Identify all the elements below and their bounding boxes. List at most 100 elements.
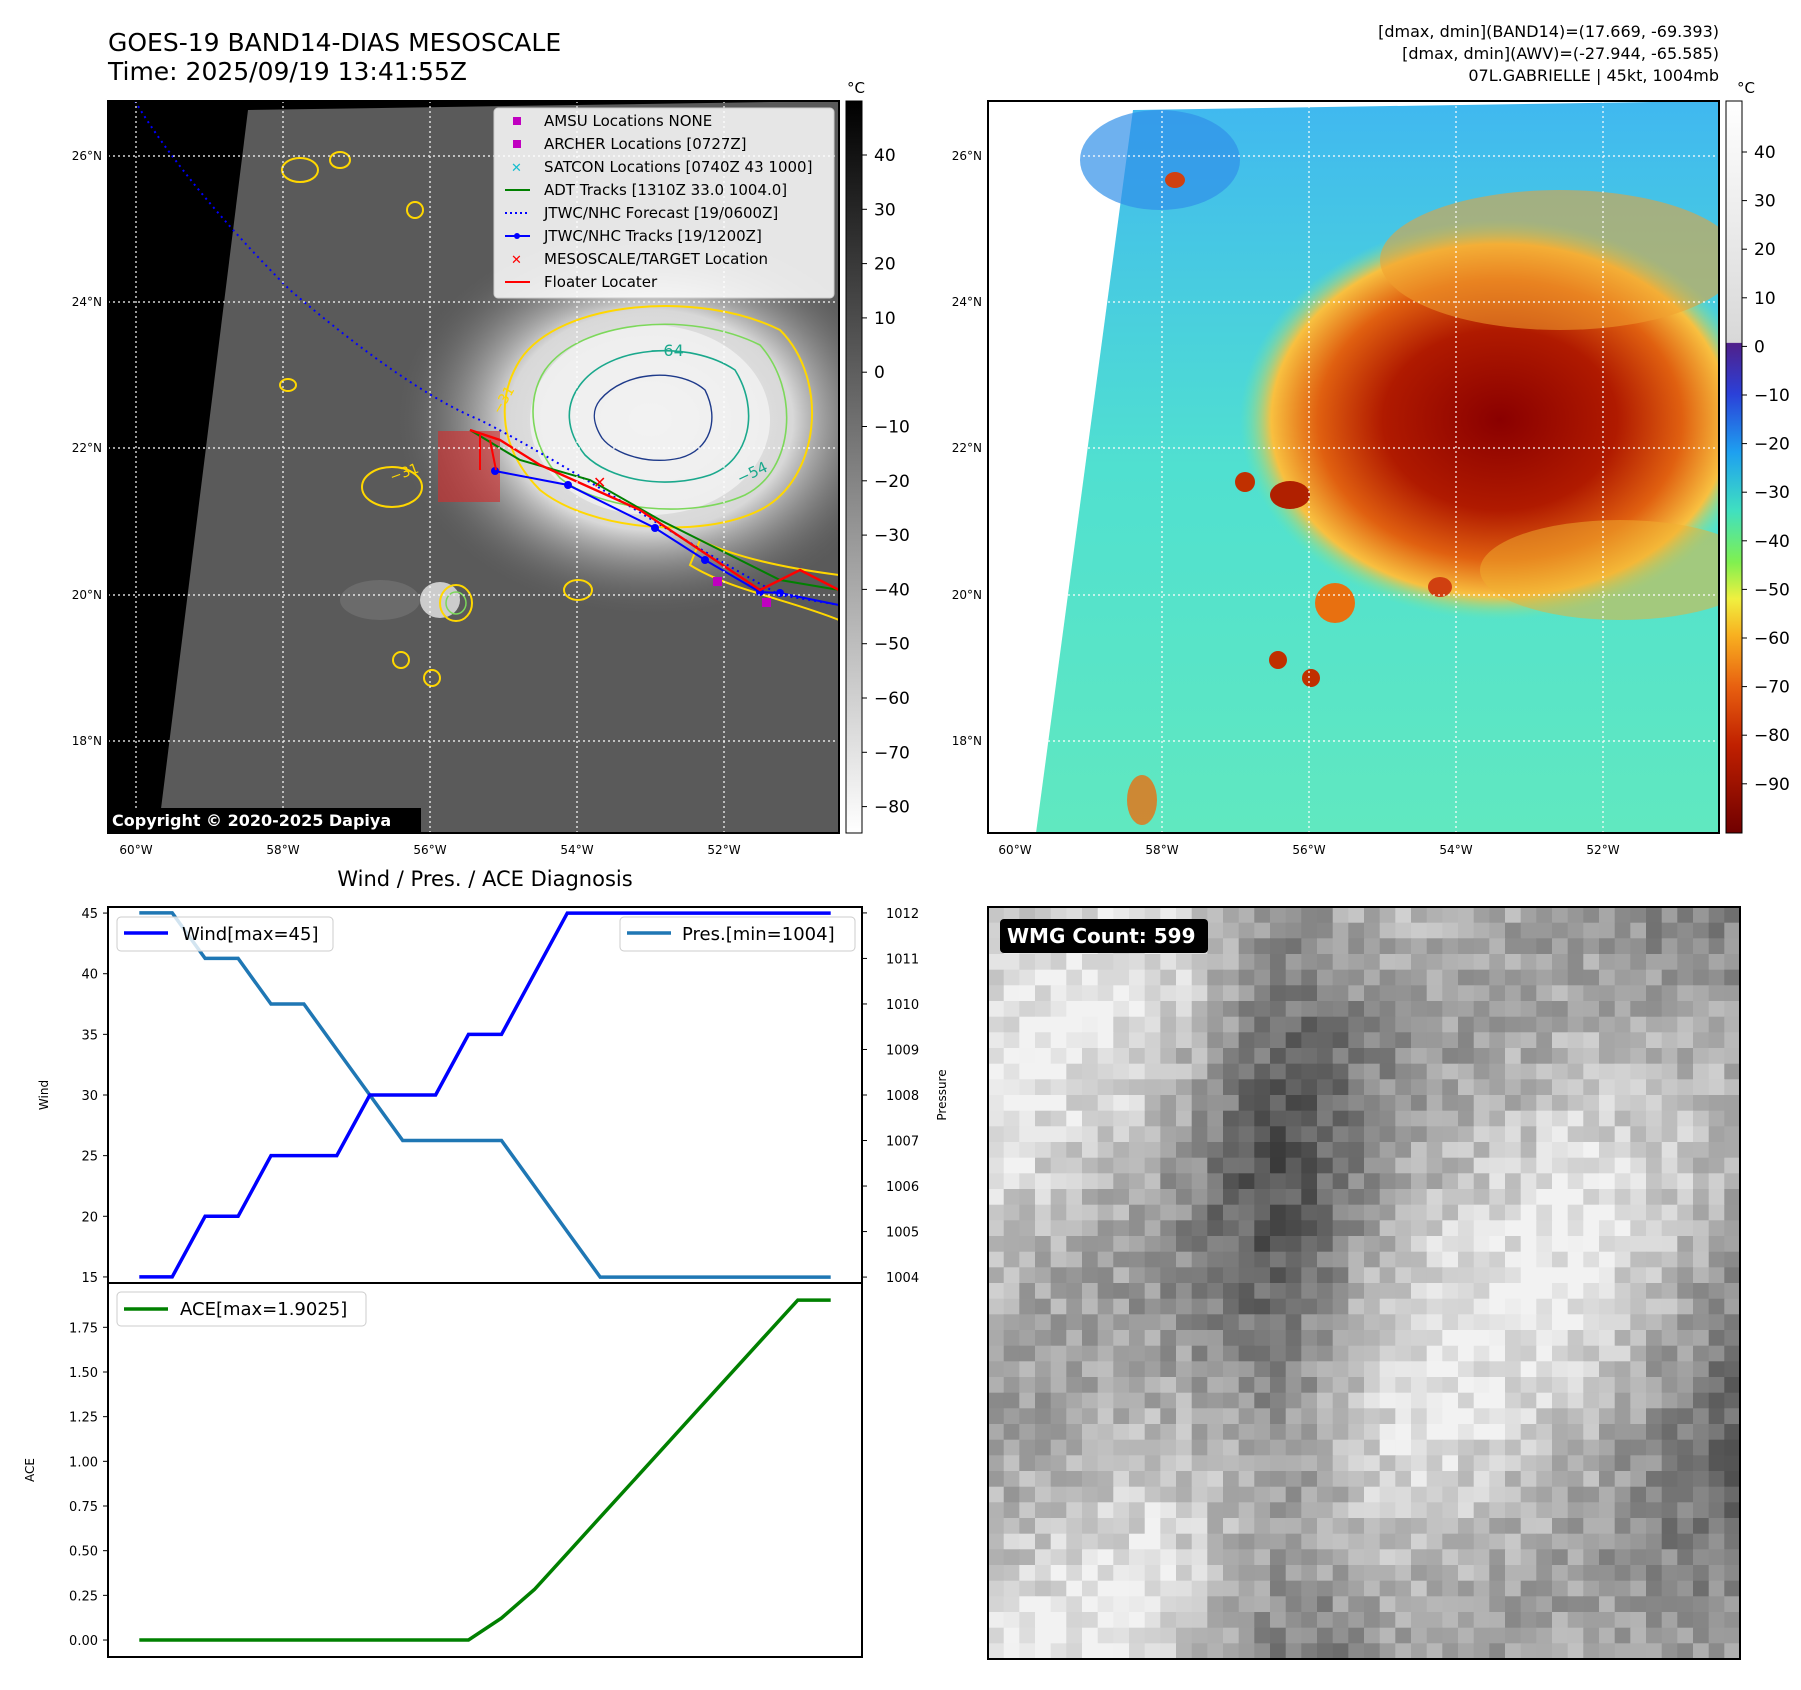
gray-colorbar-tick: −70 xyxy=(874,743,910,763)
legend-jtwc-tracks: JTWC/NHC Tracks [19/1200Z] xyxy=(543,227,762,245)
color-colorbar: °C 40 30 20 10 0 −10 −20 −30 −40 −50 −60 −70 −80 −90 xyxy=(1725,79,1790,834)
svg-text:✕: ✕ xyxy=(511,161,522,176)
wind-tick-label: 20 xyxy=(81,1210,98,1225)
gray-colorbar-tick: 30 xyxy=(874,200,896,220)
color-colorbar-tick: 20 xyxy=(1754,240,1776,260)
wmg-count-box xyxy=(1000,919,1208,953)
legend-archer: ARCHER Locations [0727Z] xyxy=(544,135,747,153)
wmg-count-label: WMG Count: 599 xyxy=(1007,924,1196,948)
svg-text:60°W: 60°W xyxy=(119,843,152,857)
copyright-text: Copyright © 2020-2025 Dapiya xyxy=(112,811,391,830)
color-colorbar-tick: −20 xyxy=(1754,435,1790,455)
color-colorbar-tick: −60 xyxy=(1754,629,1790,649)
color-colorbar-tick: 30 xyxy=(1754,192,1776,212)
color-colorbar-tick: −70 xyxy=(1754,678,1790,698)
gray-colorbar-tick: −40 xyxy=(874,580,910,600)
gray-colorbar: °C 40 30 20 10 0 −10 −20 −30 −40 −50 −60 −70 −80 xyxy=(845,79,910,834)
pressure-tick-label: 1010 xyxy=(886,998,919,1013)
svg-text:52°W: 52°W xyxy=(1586,843,1619,857)
gray-colorbar-tick: 40 xyxy=(874,146,896,166)
wind-tick-label: 45 xyxy=(81,907,98,922)
svg-text:20°N: 20°N xyxy=(952,588,982,602)
floater-locater xyxy=(469,428,839,592)
jtwc-track-points xyxy=(491,467,784,597)
pressure-tick-label: 1005 xyxy=(886,1226,919,1241)
svg-text:24°N: 24°N xyxy=(72,295,102,309)
ace-tick-label: 0.00 xyxy=(69,1634,98,1649)
svg-text:56°W: 56°W xyxy=(413,843,446,857)
ir-gray-map: −64 −54 −31 −31 ✕ xyxy=(72,79,910,857)
svg-text:24°N: 24°N xyxy=(952,295,982,309)
figure-title: GOES-19 BAND14-DIAS MESOSCALE xyxy=(108,28,562,57)
ace-tick-label: 1.50 xyxy=(69,1366,98,1381)
pressure-axis-label: Pressure xyxy=(935,1069,949,1120)
gray-colorbar-tick: −10 xyxy=(874,418,910,438)
wind-axis-label: Wind xyxy=(37,1080,51,1110)
gray-colorbar-tick: −50 xyxy=(874,635,910,655)
ir-color-map: 60°W 58°W 56°W 54°W 52°W 26°N 24°N 22°N … xyxy=(952,79,1790,857)
map2-gridlines xyxy=(988,101,1719,833)
pressure-tick-label: 1008 xyxy=(886,1089,919,1104)
wind-tick-label: 30 xyxy=(81,1089,98,1104)
svg-text:18°N: 18°N xyxy=(72,734,102,748)
gray-colorbar-tick: −30 xyxy=(874,526,910,546)
contour-label-64: −64 xyxy=(650,341,684,360)
gray-colorbar-tick: −60 xyxy=(874,689,910,709)
figure-time: Time: 2025/09/19 13:41:55Z xyxy=(108,57,467,86)
legend-satcon: SATCON Locations [0740Z 43 1000] xyxy=(544,158,812,176)
legend-jtwc-forecast: JTWC/NHC Forecast [19/0600Z] xyxy=(543,204,778,222)
gray-colorbar-tick: 20 xyxy=(874,255,896,275)
target-marker: ✕ xyxy=(593,473,606,492)
pressure-tick-label: 1011 xyxy=(886,952,919,967)
legend-floater: Floater Locater xyxy=(544,273,658,291)
svg-text:56°W: 56°W xyxy=(1292,843,1325,857)
info-band14-range: [dmax, dmin](BAND14)=(17.669, -69.393) xyxy=(1378,22,1719,41)
svg-text:26°N: 26°N xyxy=(952,149,982,163)
legend-adt: ADT Tracks [1310Z 33.0 1004.0] xyxy=(544,181,787,199)
archer-location xyxy=(713,577,722,586)
wind-legend-label: Wind[max=45] xyxy=(182,924,319,945)
color-colorbar-tick: 0 xyxy=(1754,337,1765,357)
ace-tick-label: 0.25 xyxy=(69,1589,98,1604)
svg-text:20°N: 20°N xyxy=(72,588,102,602)
pressure-tick-label: 1004 xyxy=(886,1271,919,1286)
color-colorbar-tick: −50 xyxy=(1754,580,1790,600)
color-colorbar-tick: −40 xyxy=(1754,532,1790,552)
color-colorbar-tick: −30 xyxy=(1754,483,1790,503)
ace-legend-label: ACE[max=1.9025] xyxy=(180,1299,347,1320)
ace-tick-label: 1.00 xyxy=(69,1455,98,1470)
color-colorbar-tick: −90 xyxy=(1754,775,1790,795)
pressure-tick-label: 1009 xyxy=(886,1043,919,1058)
svg-text:26°N: 26°N xyxy=(72,149,102,163)
map1-axis-labels: 60°W 58°W 56°W 54°W 52°W 26°N 24°N 22°N … xyxy=(72,149,741,857)
color-colorbar-tick: 10 xyxy=(1754,289,1776,309)
svg-text:22°N: 22°N xyxy=(72,441,102,455)
ace-axis-label: ACE xyxy=(23,1458,37,1482)
wind-tick-label: 40 xyxy=(81,968,98,983)
pressure-tick-label: 1007 xyxy=(886,1135,919,1150)
pressure-tick-label: 1012 xyxy=(886,907,919,922)
ace-legend: ACE[max=1.9025] xyxy=(116,1291,367,1327)
wind-tick-label: 15 xyxy=(81,1271,98,1286)
svg-text:60°W: 60°W xyxy=(998,843,1031,857)
svg-text:58°W: 58°W xyxy=(1145,843,1178,857)
jtwc-forecast-track xyxy=(134,101,839,606)
map2-axis-labels: 60°W 58°W 56°W 54°W 52°W 26°N 24°N 22°N … xyxy=(952,149,1620,857)
archer-location-2 xyxy=(762,598,771,607)
diagnosis-title: Wind / Pres. / ACE Diagnosis xyxy=(337,867,632,891)
copyright-box xyxy=(108,808,421,832)
gray-colorbar-tick: 10 xyxy=(874,309,896,329)
pressure-legend: Pres.[min=1004] xyxy=(619,916,856,952)
svg-text:58°W: 58°W xyxy=(266,843,299,857)
ace-tick-label: 0.50 xyxy=(69,1545,98,1560)
legend-mesoscale: MESOSCALE/TARGET Location xyxy=(544,250,768,268)
ace-series-line xyxy=(139,1298,831,1642)
map1-gridlines xyxy=(108,101,839,833)
svg-text:52°W: 52°W xyxy=(707,843,740,857)
pressure-legend-label: Pres.[min=1004] xyxy=(682,924,835,945)
svg-text:22°N: 22°N xyxy=(952,441,982,455)
wind-series-line xyxy=(139,911,831,1279)
wind-tick-label: 35 xyxy=(81,1028,98,1043)
gray-colorbar-tick: −80 xyxy=(874,798,910,818)
